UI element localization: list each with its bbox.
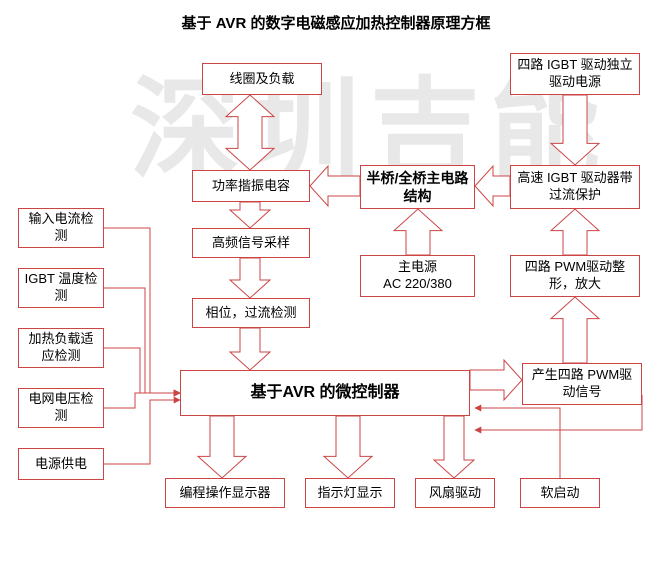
thin-arrow-load_det <box>104 348 180 393</box>
arrow-hf-phase <box>230 258 270 298</box>
arrow-hsdrv-bridge <box>475 166 510 206</box>
arrow-pwmshape-hsdrv <box>551 209 599 255</box>
arrow-mcu-pwmgen <box>470 360 522 400</box>
node-coil: 线圈及负载 <box>202 63 322 95</box>
thin-arrow-igbt_t <box>104 288 180 393</box>
arrow-pwmgen-pwmshape <box>551 297 599 363</box>
thin-arrow-grid_v <box>104 393 180 408</box>
node-bridge: 半桥/全桥主电路结构 <box>360 165 475 209</box>
arrow-mcu-led <box>324 416 372 478</box>
node-cap: 功率揩振电容 <box>192 170 310 202</box>
node-fan: 风扇驱动 <box>415 478 495 508</box>
arrow-coil-cap <box>226 95 274 170</box>
node-phase: 相位，过流检测 <box>192 298 310 328</box>
arrow-igbtpwr-hsdrv <box>551 95 599 165</box>
node-igbt_t: IGBT 温度检测 <box>18 268 104 308</box>
arrow-acpwr-bridge <box>394 209 442 255</box>
node-load_det: 加热负载适应检测 <box>18 328 104 368</box>
node-hf_samp: 高频信号采样 <box>192 228 310 258</box>
node-soft: 软启动 <box>520 478 600 508</box>
node-in_i: 输入电流检测 <box>18 208 104 248</box>
thin-arrow-psu <box>104 400 180 464</box>
node-ac_pwr: 主电源 AC 220/380 <box>360 255 475 297</box>
thin-arrow-in_i <box>104 228 180 393</box>
node-mcu: 基于AVR 的微控制器 <box>180 370 470 416</box>
arrow-phase-mcu <box>230 328 270 370</box>
diagram-title: 基于 AVR 的数字电磁感应加热控制器原理方框 <box>0 12 672 33</box>
arrow-bridge-cap <box>310 166 360 206</box>
node-pwm_shape: 四路 PWM驱动整形，放大 <box>510 255 640 297</box>
arrow-mcu-fan <box>434 416 474 478</box>
node-grid_v: 电网电压检测 <box>18 388 104 428</box>
node-pwm_gen: 产生四路 PWM驱动信号 <box>522 363 642 405</box>
thin-arrow-soft <box>475 408 560 478</box>
arrow-mcu-prog <box>198 416 246 478</box>
node-psu: 电源供电 <box>18 448 104 480</box>
node-prog: 编程操作显示器 <box>165 478 285 508</box>
arrow-cap-hf <box>230 202 270 228</box>
node-igbt_pwr: 四路 IGBT 驱动独立驱动电源 <box>510 53 640 95</box>
node-led: 指示灯显示 <box>305 478 395 508</box>
node-hs_drv: 高速 IGBT 驱动器带过流保护 <box>510 165 640 209</box>
